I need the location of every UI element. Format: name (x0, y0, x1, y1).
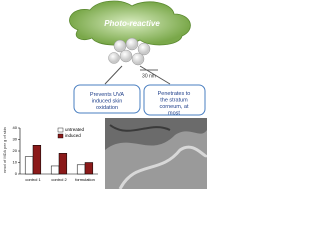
y-tick-label: 10 (13, 160, 18, 165)
cloud (69, 0, 191, 46)
y-tick-label: 30 (13, 137, 18, 142)
bar (84, 162, 94, 175)
legend-label: untreated (65, 127, 85, 132)
x-tick-label: formulation (75, 177, 95, 182)
bar (50, 165, 60, 175)
y-tick-label: 40 (13, 125, 18, 130)
banner: Photo-reactive (104, 19, 160, 28)
box-text: Prevents UVA induced skin oxidation (90, 92, 124, 111)
arrows (104, 65, 171, 85)
graphical-abstract: Photo-reactive 30 nm Prevents UVA induced… (2, 0, 209, 190)
x-tick-label: control 2 (51, 177, 67, 182)
bar (76, 164, 86, 175)
y-tick-label: 0 (15, 171, 18, 176)
y-axis-label: nmol of MDA per g of skin (2, 127, 7, 173)
box (143, 84, 206, 116)
legend-swatch (57, 133, 64, 139)
y-tick-label: 20 (13, 148, 18, 153)
legend-swatch (57, 127, 64, 133)
box (73, 84, 141, 114)
box-text: Penetrates to the stratum corneum, at most (158, 91, 191, 117)
x-tick-label: control 1 (25, 177, 41, 182)
scale-label: 30 nm (142, 73, 156, 79)
bar (58, 153, 68, 175)
bar (32, 145, 42, 175)
legend-label: induced (65, 133, 81, 138)
bar (24, 156, 34, 175)
sem-image (105, 118, 209, 190)
nanoparticles (108, 37, 151, 66)
